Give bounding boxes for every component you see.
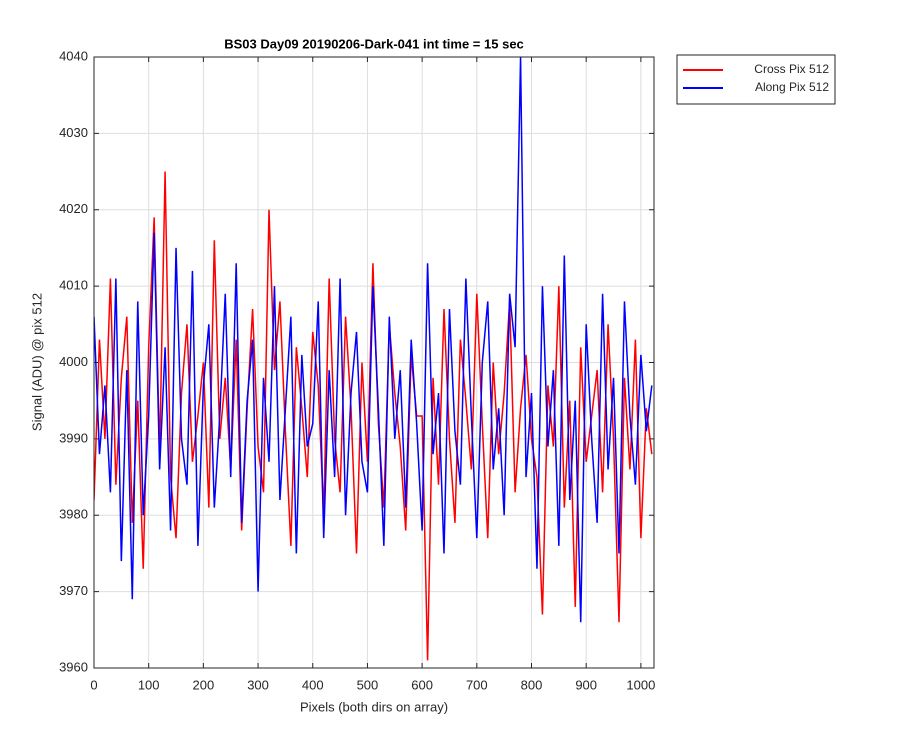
y-axis-label: Signal (ADU) @ pix 512 (29, 293, 44, 431)
y-tick-label: 3960 (59, 659, 88, 674)
y-tick-label: 4000 (59, 354, 88, 369)
x-tick-label: 900 (575, 677, 597, 692)
chart-title: BS03 Day09 20190206-Dark-041 int time = … (224, 36, 524, 51)
x-tick-label: 500 (357, 677, 379, 692)
y-tick-label: 4020 (59, 201, 88, 216)
y-tick-label: 4040 (59, 48, 88, 63)
data-line (94, 57, 653, 623)
x-tick-label: 200 (193, 677, 215, 692)
x-tick-label: 300 (247, 677, 269, 692)
y-tick-label: 3970 (59, 583, 88, 598)
x-axis-label: Pixels (both dirs on array) (300, 699, 448, 714)
x-tick-label: 400 (302, 677, 324, 692)
y-tick-label: 4010 (59, 278, 88, 293)
x-tick-label: 600 (411, 677, 433, 692)
x-tick-label: 700 (466, 677, 488, 692)
x-tick-label: 0 (90, 677, 97, 692)
plot-frame (93, 56, 655, 669)
y-tick-label: 3980 (59, 507, 88, 522)
x-tick-label: 1000 (626, 677, 655, 692)
x-tick-label: 800 (521, 677, 543, 692)
y-tick-label: 4030 (59, 125, 88, 140)
y-tick-label: 3990 (59, 430, 88, 445)
legend-box (676, 54, 836, 105)
legend-label: Cross Pix 512 (754, 62, 829, 76)
legend-label: Along Pix 512 (755, 80, 829, 94)
data-line (94, 171, 653, 661)
x-tick-label: 100 (138, 677, 160, 692)
